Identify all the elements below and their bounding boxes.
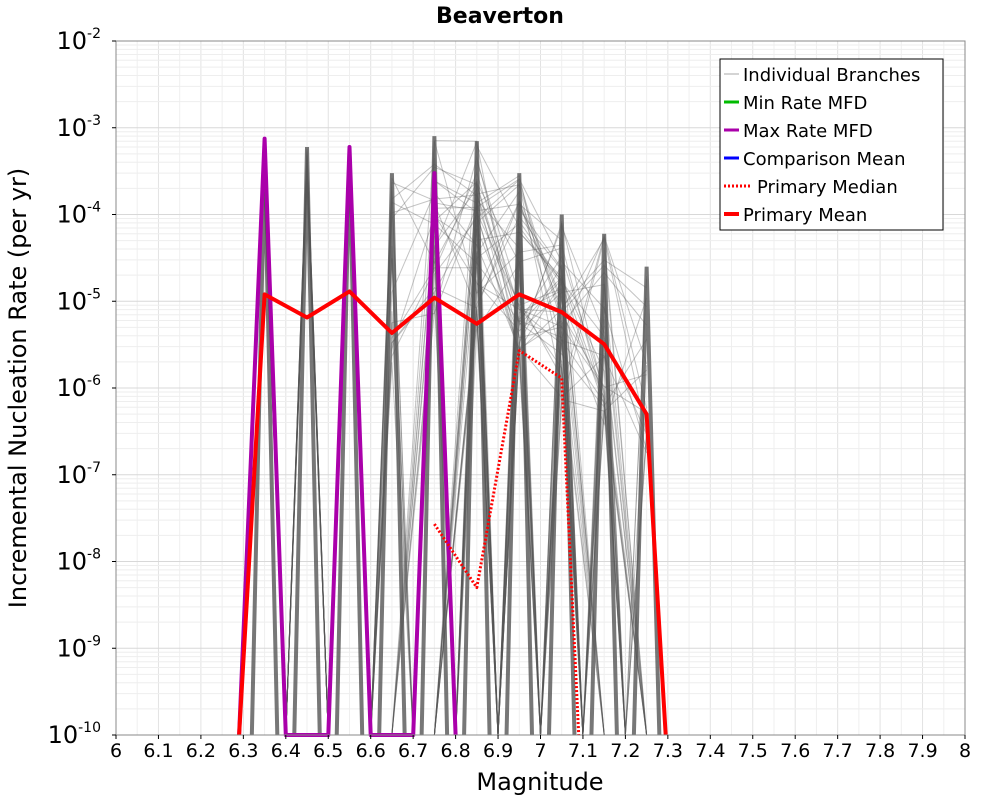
x-tick-label: 7.2: [610, 740, 640, 762]
branch-spike: [462, 141, 492, 736]
x-tick-label: 6: [110, 740, 122, 762]
x-tick-label: 7.3: [653, 740, 683, 762]
x-tick-label: 7.6: [780, 740, 810, 762]
legend-box: [719, 58, 944, 231]
y-tick-label: 10-4: [56, 200, 101, 229]
x-tick-label: 6.9: [483, 740, 513, 762]
y-tick-label: 10-9: [56, 633, 101, 662]
legend-label: Primary Mean: [743, 205, 867, 226]
legend-label: Max Rate MFD: [743, 121, 873, 142]
legend-label: Individual Branches: [743, 65, 920, 86]
x-tick-label: 6.7: [398, 740, 428, 762]
x-tick-label: 7.4: [695, 740, 725, 762]
y-axis-label: Incremental Nucleation Rate (per yr): [4, 168, 32, 608]
chart-title: Beaverton: [436, 4, 564, 29]
series-line-primary-mean: [237, 289, 668, 736]
series-lines: [237, 136, 668, 737]
branch-spike: [504, 173, 535, 736]
y-axis-ticks: 10-10 10-9 10-8 10-7 10-6 10-5 10-4 10-3 10-2: [48, 26, 116, 749]
legend: Individual Branches Min Rate MFD Max Rate …: [719, 58, 944, 231]
x-tick-label: 7.7: [823, 740, 853, 762]
x-tick-label: 6.2: [186, 740, 216, 762]
legend-label: Primary Median: [757, 177, 898, 198]
x-tick-label: 6.4: [271, 740, 301, 762]
y-tick-label: 10-8: [56, 547, 101, 576]
branch-spike: [546, 214, 577, 736]
branch-spike: [419, 136, 450, 736]
y-tick-label: 10-5: [56, 286, 101, 315]
x-tick-label: 7.9: [907, 740, 937, 762]
x-axis-label: Magnitude: [476, 768, 603, 796]
x-tick-label: 7.8: [865, 740, 895, 762]
series-line-max-rate-mfd: [237, 136, 458, 737]
branch-line: [264, 157, 647, 736]
branch-line: [264, 179, 647, 736]
y-tick-label: 10-2: [56, 26, 101, 55]
y-tick-label: 10-3: [56, 113, 101, 142]
y-tick-label: 10-10: [48, 720, 101, 749]
x-tick-label: 6.8: [440, 740, 470, 762]
y-tick-label: 10-6: [56, 373, 101, 402]
x-tick-label: 6.6: [356, 740, 386, 762]
series-line-primary-median: [433, 349, 581, 736]
branch-spike: [377, 173, 407, 736]
x-tick-label: 7.1: [568, 740, 598, 762]
branch-line: [264, 152, 648, 736]
x-tick-label: 7.5: [738, 740, 768, 762]
legend-label: Comparison Mean: [743, 149, 906, 170]
branch-spike: [292, 146, 322, 736]
branch-spike: [589, 233, 619, 736]
x-tick-label: 8: [959, 740, 971, 762]
x-tick-label: 6.5: [313, 740, 343, 762]
x-tick-label: 7: [534, 740, 546, 762]
x-tick-label: 6.3: [228, 740, 258, 762]
legend-label: Min Rate MFD: [743, 93, 867, 114]
y-tick-label: 10-7: [56, 460, 101, 489]
x-tick-label: 6.1: [143, 740, 173, 762]
x-axis-ticks: 6 6.1 6.2 6.3 6.4 6.5 6.6 6.7 6.8 6.9 7 7.1 7.2 7.3 7.…: [110, 735, 971, 762]
